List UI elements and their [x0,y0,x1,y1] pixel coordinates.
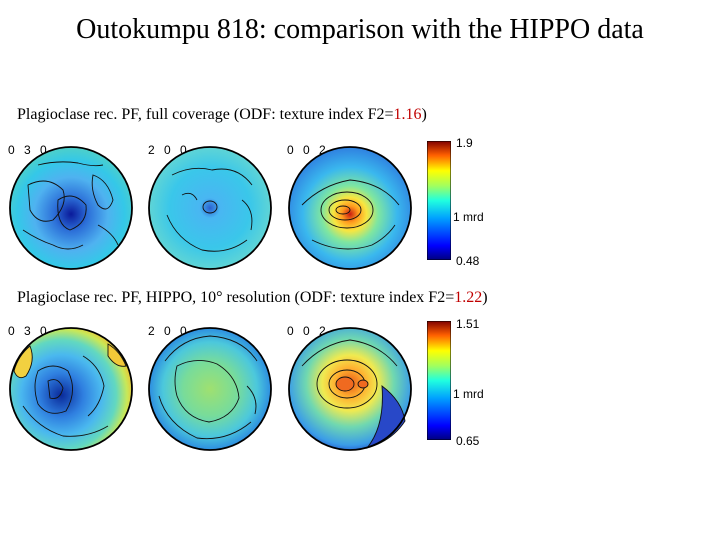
panel-2-pole-figure-200 [148,327,272,451]
panel-1-colorbar [427,141,451,260]
panel-2-colorbar-max: 1.51 [456,317,480,331]
panel-1-pf-label-030: 0 3 0 [8,143,50,157]
panel-2-caption-suffix: ) [482,289,488,306]
panel-1-caption: Plagioclase rec. PF, full coverage (ODF:… [17,106,427,124]
panel-1-pf-label-002: 0 0 2 [287,143,329,157]
panel-2-colorbar-mid: 1 mrd [453,387,484,401]
panel-1-pole-figure-002 [288,146,412,270]
panel-2-texture-index: 1.22 [454,289,483,306]
panel-2-pf-label-002: 0 0 2 [287,324,329,338]
panel-1-texture-index: 1.16 [393,106,422,123]
panel-1-pf-label-200: 2 0 0 [148,143,190,157]
panel-2-caption: Plagioclase rec. PF, HIPPO, 10° resoluti… [17,289,488,307]
panel-2-colorbar [427,321,451,440]
panel-2-pf-label-030: 0 3 0 [8,324,50,338]
panel-2-caption-prefix: Plagioclase rec. PF, HIPPO, 10° resoluti… [17,289,455,306]
panel-1-caption-prefix: Plagioclase rec. PF, full coverage (ODF:… [17,106,394,123]
panel-2-pole-figure-030 [9,327,133,451]
panel-1-pole-figure-030 [9,146,133,270]
panel-1-colorbar-mid: 1 mrd [453,210,484,224]
panel-2-pf-label-200: 2 0 0 [148,324,190,338]
panel-1-colorbar-min: 0.48 [456,254,480,268]
panel-1-pole-figure-200 [148,146,272,270]
panel-2-pole-figure-002 [288,327,412,451]
slide-title: Outokumpu 818: comparison with the HIPPO… [76,14,644,45]
panel-1-caption-suffix: ) [421,106,427,123]
panel-2-colorbar-min: 0.65 [456,434,480,448]
panel-1-colorbar-max: 1.9 [456,136,473,150]
